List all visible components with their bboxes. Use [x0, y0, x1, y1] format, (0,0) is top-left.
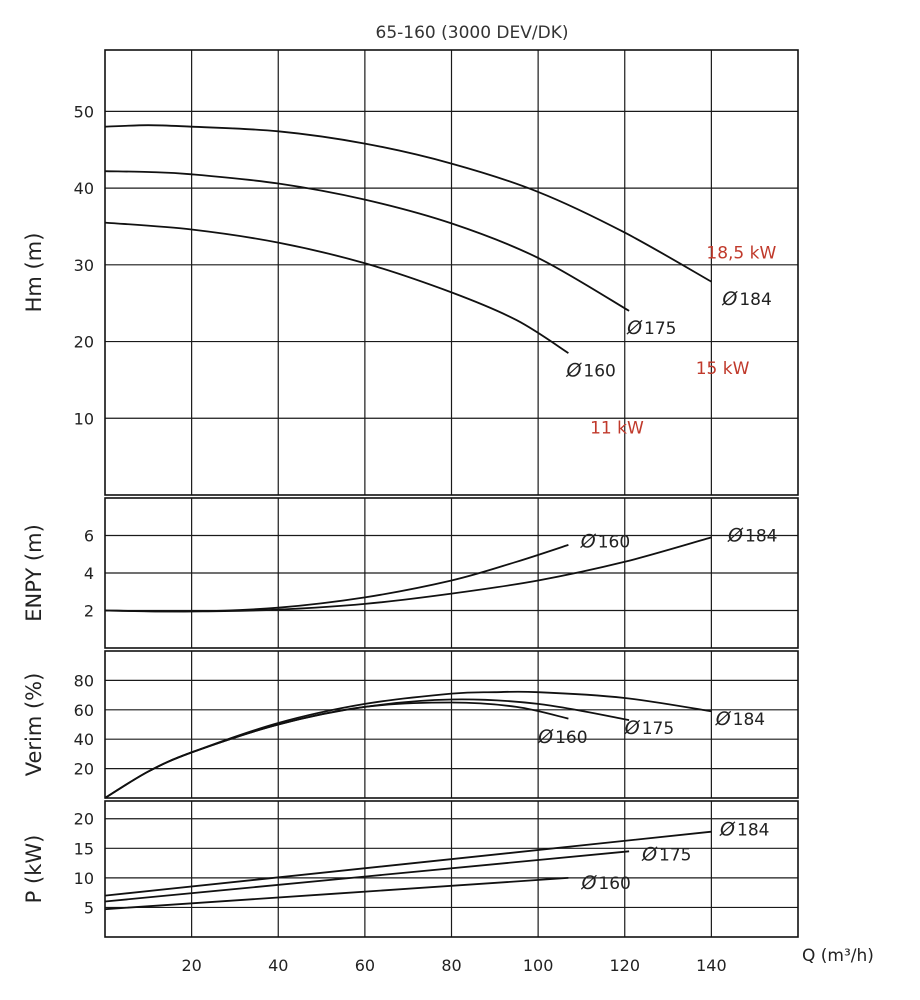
y-tick-label: 15: [74, 839, 94, 858]
curve-power-184: [104, 830, 712, 897]
diameter-value: 175: [659, 845, 691, 865]
panel-frame: [104, 800, 799, 938]
y-tick-label: 4: [84, 564, 94, 583]
motor-power-label: 11 kW: [590, 419, 644, 439]
y-axis-label: Verim (%): [22, 673, 46, 777]
y-tick-label: 40: [74, 179, 94, 198]
diameter-value: 184: [733, 710, 765, 730]
series-label-npsh-160: Ø 160: [580, 530, 630, 552]
diameter-value: 184: [745, 527, 777, 547]
diameter-value: 160: [583, 361, 615, 381]
diameter-value: 160: [555, 728, 587, 748]
diameter-icon: Ø: [715, 708, 732, 730]
y-tick-label: 80: [74, 671, 94, 690]
diameter-icon: Ø: [721, 288, 738, 310]
curve-head-160: [104, 221, 569, 354]
x-tick-label: 100: [523, 956, 554, 975]
x-tick-label: 120: [609, 956, 640, 975]
curve-efficiency-184: [104, 690, 712, 799]
curve-power-160: [104, 877, 569, 911]
curve-head-175: [104, 170, 630, 312]
series-label-power-175: Ø 175: [641, 843, 691, 865]
chart-title: 65-160 (3000 DEV/DK): [376, 23, 569, 43]
diameter-value: 160: [598, 874, 630, 894]
diameter-value: 184: [737, 821, 769, 841]
diameter-icon: Ø: [537, 726, 554, 748]
diameter-icon: Ø: [626, 317, 643, 339]
x-tick-label: 60: [355, 956, 375, 975]
series-label-head-160: Ø 160: [565, 359, 615, 381]
diameter-value: 184: [739, 290, 771, 310]
y-tick-label: 10: [74, 409, 94, 428]
curve-head-184: [104, 124, 712, 283]
y-tick-label: 6: [84, 527, 94, 546]
y-tick-label: 10: [74, 869, 94, 888]
y-tick-label: 30: [74, 256, 94, 275]
y-tick-label: 50: [74, 102, 94, 121]
y-axis-label: Hm (m): [22, 233, 46, 313]
y-tick-label: 2: [84, 602, 94, 621]
diameter-icon: Ø: [727, 525, 744, 547]
y-tick-label: 40: [74, 730, 94, 749]
x-tick-label: 80: [441, 956, 461, 975]
series-label-power-184: Ø 184: [719, 819, 769, 841]
diameter-value: 175: [642, 719, 674, 739]
curve-npsh-184: [104, 536, 712, 613]
y-tick-label: 20: [74, 333, 94, 352]
series-label-efficiency-184: Ø 184: [715, 708, 765, 730]
y-tick-label: 20: [74, 760, 94, 779]
x-axis: 20 40 60 80 100 120 140 Q (m³/h): [181, 946, 873, 975]
x-tick-label: 140: [696, 956, 727, 975]
x-tick-label: 20: [181, 956, 201, 975]
curve-efficiency-160: [104, 701, 569, 799]
diameter-icon: Ø: [719, 819, 736, 841]
x-axis-label: Q (m³/h): [802, 946, 874, 966]
diameter-icon: Ø: [580, 872, 597, 894]
motor-power-label: 18,5 kW: [706, 244, 776, 264]
curve-npsh-160: [104, 544, 569, 613]
series-label-efficiency-175: Ø 175: [624, 717, 674, 739]
panel-frame: [104, 49, 799, 496]
series-label-efficiency-160: Ø 160: [537, 726, 587, 748]
diameter-icon: Ø: [565, 359, 582, 381]
series-label-power-160: Ø 160: [580, 872, 630, 894]
panel-frame: [104, 650, 799, 799]
y-tick-label: 5: [84, 898, 94, 917]
y-axis-label: P (kW): [22, 835, 46, 904]
y-axis-label: ENPY (m): [22, 524, 46, 622]
diameter-icon: Ø: [624, 717, 641, 739]
diameter-icon: Ø: [580, 530, 597, 552]
y-tick-label: 60: [74, 701, 94, 720]
series-label-head-184: Ø 184: [721, 288, 771, 310]
series-label-head-175: Ø 175: [626, 317, 676, 339]
x-tick-label: 40: [268, 956, 288, 975]
diameter-value: 175: [644, 319, 676, 339]
curve-power-175: [104, 850, 630, 903]
diameter-icon: Ø: [641, 843, 658, 865]
y-tick-label: 20: [74, 810, 94, 829]
diameter-value: 160: [598, 532, 630, 552]
panel-frame: [104, 497, 799, 649]
series-label-npsh-184: Ø 184: [727, 525, 777, 547]
motor-power-label: 15 kW: [696, 359, 750, 379]
